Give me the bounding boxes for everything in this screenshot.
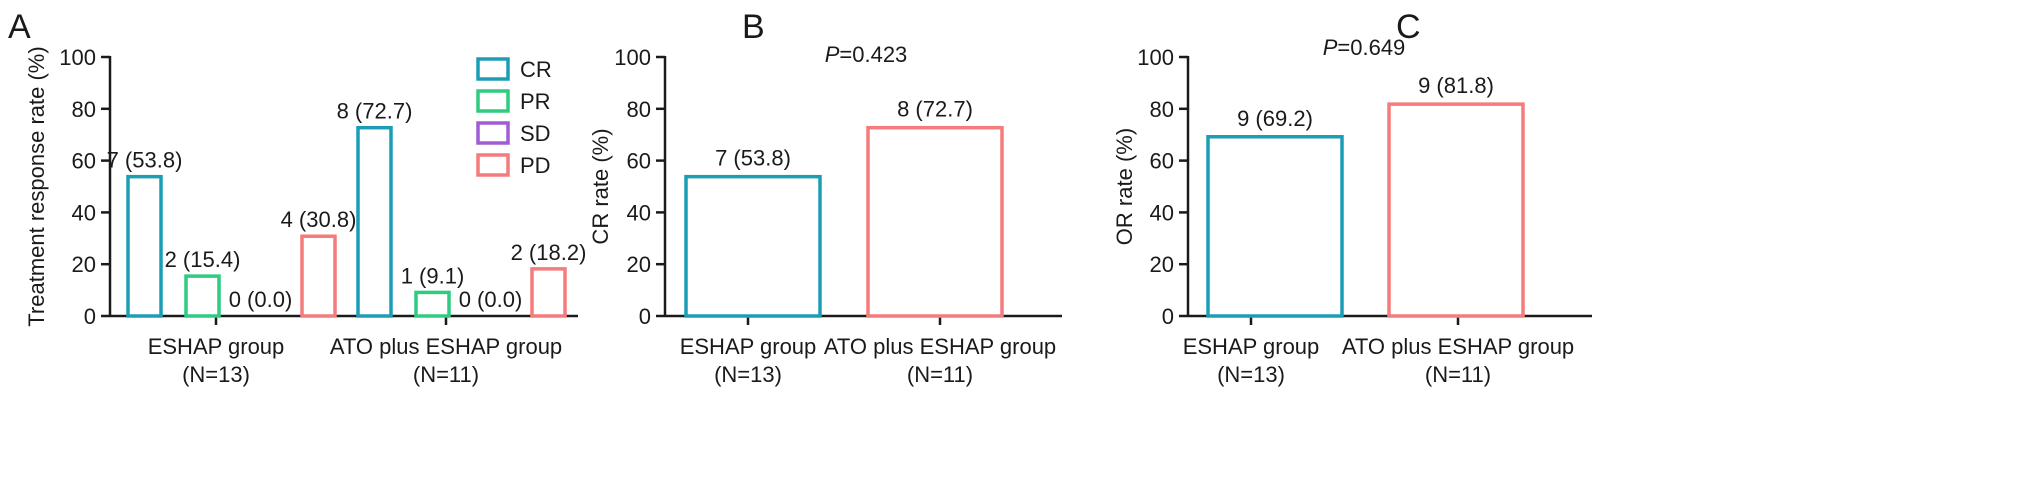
bar-cr-1 — [356, 125, 393, 318]
panel-c-category-n-label: (N=13) — [1217, 362, 1285, 387]
panel-letter-b: B — [742, 8, 765, 46]
legend-swatch-cr — [476, 57, 510, 81]
bar-cr-0 — [126, 174, 163, 318]
panel-b-y-axis-label: CR rate (%) — [588, 128, 613, 244]
legend-label-sd: SD — [520, 121, 551, 146]
panel-b-category-label: ATO plus ESHAP group — [824, 334, 1056, 359]
data-label-sd: 0 (0.0) — [459, 287, 523, 312]
panel-a-category-n-label: (N=11) — [413, 362, 479, 387]
panel-b-y-tick-label: 20 — [627, 252, 651, 277]
panel-b-category-n-label: (N=13) — [714, 362, 782, 387]
panel-c-category-label: ESHAP group — [1183, 334, 1320, 359]
panel-b-data-label: 8 (72.7) — [897, 97, 973, 122]
panel-a-y-tick-label: 20 — [72, 252, 96, 277]
legend-label-cr: CR — [520, 57, 552, 82]
chart-panel-a: 0 20 40 60 80 100 Treatment response rate (%) E… — [24, 45, 586, 387]
panel-b-data-label: 7 (53.8) — [715, 146, 791, 171]
panel-c-category-n-label: (N=11) — [1425, 362, 1491, 387]
data-label-pr: 1 (9.1) — [401, 263, 465, 288]
panel-c-p-value: P=0.649 — [1323, 35, 1406, 60]
panel-letter-c: C — [1396, 8, 1421, 46]
panel-a-category-label: ATO plus ESHAP group — [330, 334, 562, 359]
panel-a-y-tick-label: 0 — [84, 304, 96, 329]
data-label-pd: 2 (18.2) — [511, 240, 587, 265]
panel-c-y-tick-label: 20 — [1150, 252, 1174, 277]
panel-b-y-tick-label: 100 — [614, 45, 651, 70]
panel-c-y-tick-label: 40 — [1150, 200, 1174, 225]
panel-a-category-n-label: (N=13) — [182, 362, 250, 387]
legend-swatch-pd — [476, 153, 510, 177]
panel-c-y-tick-label: 60 — [1150, 149, 1174, 174]
panel-c-category-label: ATO plus ESHAP group — [1342, 334, 1574, 359]
panel-c-bar-1 — [1387, 102, 1525, 318]
chart-panel-b: 0 20 40 60 80 100 CR rate (%) ESHAP group (N=13)… — [588, 42, 1062, 387]
panel-a-y-tick-label: 60 — [72, 149, 96, 174]
panel-b-p-value: P=0.423 — [825, 42, 908, 67]
data-label-cr: 8 (72.7) — [337, 99, 413, 124]
bar-pd-0 — [300, 234, 337, 318]
panel-b-y-tick-label: 80 — [627, 97, 651, 122]
data-label-pd: 4 (30.8) — [281, 207, 357, 232]
legend-label-pd: PD — [520, 153, 551, 178]
panel-letter-a: A — [8, 8, 31, 46]
panel-b-y-tick-label: 40 — [627, 200, 651, 225]
legend-label-pr: PR — [520, 89, 551, 114]
panel-a-y-tick-label: 80 — [72, 97, 96, 122]
panel-b-category-n-label: (N=11) — [907, 362, 973, 387]
legend-swatch-pr — [476, 89, 510, 113]
panel-c-y-axis-label: OR rate (%) — [1112, 128, 1137, 245]
panel-b-bar-0 — [684, 174, 822, 318]
panel-b-bar-1 — [866, 125, 1004, 318]
panel-c-bar-0 — [1206, 135, 1344, 318]
panel-c-data-label: 9 (69.2) — [1237, 106, 1313, 131]
panel-c-data-label: 9 (81.8) — [1418, 73, 1494, 98]
bar-pr-1 — [414, 290, 451, 318]
chart-panel-c: 0 20 40 60 80 100 OR rate (%) ESHAP group (N=13)… — [1112, 35, 1592, 387]
panel-a-y-tick-label: 40 — [72, 200, 96, 225]
legend-swatch-sd — [476, 121, 510, 145]
panel-b-category-label: ESHAP group — [680, 334, 817, 359]
panel-c-y-tick-label: 100 — [1137, 45, 1174, 70]
bar-pr-0 — [184, 274, 221, 318]
panel-a-y-axis-label: Treatment response rate (%) — [24, 46, 49, 326]
panel-b-y-tick-label: 0 — [639, 304, 651, 329]
data-label-pr: 2 (15.4) — [165, 247, 241, 272]
bar-pd-1 — [530, 267, 567, 318]
panel-b-y-tick-label: 60 — [627, 149, 651, 174]
panel-c-y-tick-label: 0 — [1162, 304, 1174, 329]
panel-a-category-label: ESHAP group — [148, 334, 285, 359]
data-label-cr: 7 (53.8) — [107, 148, 183, 173]
panel-a-y-tick-label: 100 — [59, 45, 96, 70]
data-label-sd: 0 (0.0) — [229, 287, 293, 312]
panel-c-y-tick-label: 80 — [1150, 97, 1174, 122]
